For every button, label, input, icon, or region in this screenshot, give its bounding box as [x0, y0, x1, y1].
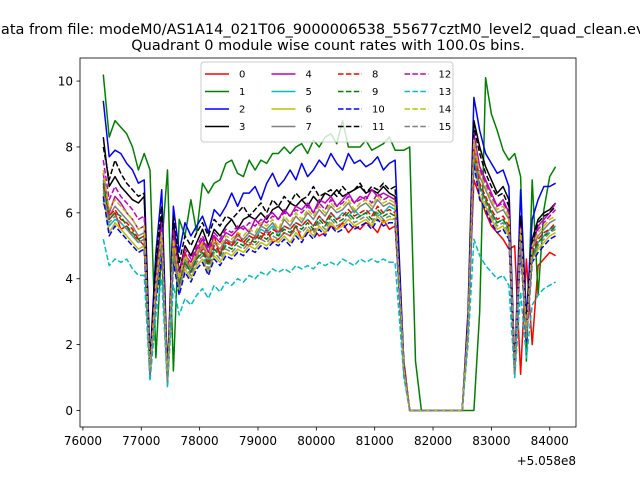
x-tick-label: 83000 [472, 434, 510, 448]
plot-frame [79, 57, 577, 428]
legend-label-11: 11 [372, 122, 385, 133]
x-axis: 76000 77000 78000 79000 80000 81000 82000 83000… [64, 427, 569, 448]
legend-label-9: 9 [372, 87, 378, 98]
y-tick-label: 2 [65, 338, 73, 352]
legend-label-14: 14 [439, 105, 452, 116]
series-line-10 [102, 162, 556, 412]
x-tick-label: 82000 [414, 434, 452, 448]
y-tick-label: 0 [65, 404, 73, 418]
legend-label-8: 8 [372, 70, 378, 81]
x-tick-label: 81000 [356, 434, 394, 448]
legend-label-3: 3 [239, 122, 245, 133]
chart-title: Quadrant 0 module wise count rates with … [131, 38, 525, 54]
x-tick-label: 80000 [297, 434, 335, 448]
series-line-13 [102, 238, 556, 412]
figure-suptitle: Data from file: modeM0/AS1A14_021T06_900… [0, 22, 640, 38]
legend-frame [200, 61, 454, 143]
legend-label-2: 2 [239, 105, 245, 116]
series-line-11 [102, 126, 557, 412]
y-tick-label: 6 [65, 206, 73, 220]
y-tick-label: 4 [65, 272, 73, 286]
series-layer [102, 74, 557, 412]
legend-label-13: 13 [439, 87, 452, 98]
y-tick-label: 8 [65, 140, 73, 154]
legend-label-0: 0 [239, 70, 245, 81]
x-tick-label: 84000 [531, 434, 569, 448]
x-tick-label: 79000 [239, 434, 277, 448]
series-line-12 [102, 136, 557, 412]
legend-label-5: 5 [306, 87, 312, 98]
legend-label-1: 1 [239, 87, 245, 98]
x-offset-label: +5.058e8 [517, 454, 576, 468]
legend-label-10: 10 [372, 105, 385, 116]
legend-label-6: 6 [306, 105, 312, 116]
series-line-2 [102, 96, 556, 412]
y-tick-label: 10 [58, 75, 73, 89]
legend-label-4: 4 [306, 70, 312, 81]
y-axis: 0 2 4 6 8 10 [58, 75, 80, 418]
x-tick-label: 76000 [64, 434, 102, 448]
series-line-9 [102, 156, 557, 412]
legend-label-12: 12 [439, 70, 452, 81]
series-line-14 [102, 139, 556, 412]
series-line-8 [102, 149, 557, 412]
legend-label-15: 15 [439, 122, 452, 133]
x-tick-label: 78000 [181, 434, 219, 448]
x-tick-label: 77000 [122, 434, 160, 448]
series-line-15 [102, 152, 556, 412]
legend-label-7: 7 [306, 122, 312, 133]
